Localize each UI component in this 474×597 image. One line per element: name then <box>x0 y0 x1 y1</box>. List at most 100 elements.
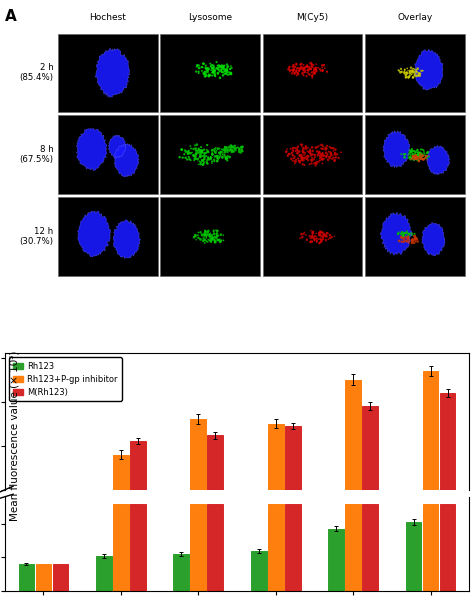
Point <box>203 231 210 241</box>
Point <box>415 151 423 161</box>
Point <box>227 61 235 71</box>
Point <box>326 142 334 152</box>
Point <box>305 66 312 75</box>
Point <box>288 148 296 158</box>
Point <box>303 72 310 81</box>
Polygon shape <box>113 220 140 259</box>
Point <box>294 153 302 163</box>
Point <box>191 155 198 165</box>
Point <box>207 236 215 246</box>
Point <box>200 230 208 239</box>
Point <box>403 229 411 238</box>
Point <box>305 152 312 161</box>
Point <box>403 68 411 78</box>
Bar <box>285 503 301 591</box>
Point <box>198 66 206 76</box>
Point <box>221 66 228 76</box>
Point <box>228 63 235 73</box>
Point <box>305 69 313 79</box>
Point <box>198 148 205 158</box>
Point <box>331 156 338 165</box>
Point <box>218 144 226 154</box>
Point <box>213 151 220 161</box>
Point <box>191 152 199 161</box>
Point <box>224 147 231 157</box>
Point <box>213 156 221 166</box>
Point <box>417 144 425 154</box>
Point <box>199 156 207 166</box>
Point <box>198 62 205 72</box>
Point <box>210 64 217 73</box>
Point <box>314 63 322 73</box>
Point <box>176 152 183 162</box>
Point <box>420 146 428 155</box>
Point <box>298 64 305 73</box>
Point <box>322 148 330 158</box>
Point <box>299 69 306 78</box>
Point <box>205 230 212 239</box>
Bar <box>161 115 260 194</box>
Point <box>289 66 296 75</box>
Point <box>302 144 310 153</box>
Point <box>406 66 414 76</box>
Point <box>411 151 419 161</box>
Point <box>307 149 314 158</box>
Point <box>309 150 316 159</box>
Point <box>311 234 319 244</box>
Point <box>307 64 315 73</box>
Point <box>400 233 407 242</box>
Point <box>318 150 325 160</box>
Point <box>210 63 218 72</box>
Bar <box>161 33 260 112</box>
Point <box>228 145 236 155</box>
Point <box>303 154 311 164</box>
Point <box>325 152 333 162</box>
Point <box>218 61 226 70</box>
Point <box>223 153 231 163</box>
Point <box>405 149 413 158</box>
Point <box>205 230 213 240</box>
Point <box>286 62 293 72</box>
Point <box>417 153 424 163</box>
Point <box>319 150 326 159</box>
Point <box>222 152 229 162</box>
Point <box>405 233 412 242</box>
Point <box>217 148 225 158</box>
Point <box>296 233 304 243</box>
Point <box>229 147 237 156</box>
Point <box>295 156 303 166</box>
Point <box>407 153 414 162</box>
Point <box>201 149 209 158</box>
Point <box>231 141 239 150</box>
Point <box>320 60 328 70</box>
Point <box>405 230 413 239</box>
Point <box>327 152 334 161</box>
Point <box>219 67 226 76</box>
Point <box>286 67 293 76</box>
Point <box>310 65 318 75</box>
Point <box>198 231 206 241</box>
Point <box>314 143 321 152</box>
Point <box>209 233 217 243</box>
Point <box>310 60 318 70</box>
Point <box>407 155 415 164</box>
Point <box>298 153 306 162</box>
Point <box>324 149 331 159</box>
Point <box>210 66 217 75</box>
Point <box>313 66 320 76</box>
Polygon shape <box>381 212 412 255</box>
Point <box>288 144 296 154</box>
Point <box>218 235 225 245</box>
Point <box>214 156 221 166</box>
Point <box>318 236 325 245</box>
Point <box>212 233 220 243</box>
Point <box>409 153 417 163</box>
Point <box>236 144 243 154</box>
Point <box>181 146 189 155</box>
Text: Overlay: Overlay <box>397 14 432 23</box>
Point <box>197 159 204 169</box>
Point <box>319 66 326 75</box>
Bar <box>58 197 158 276</box>
Point <box>318 60 326 70</box>
Point <box>317 227 324 237</box>
